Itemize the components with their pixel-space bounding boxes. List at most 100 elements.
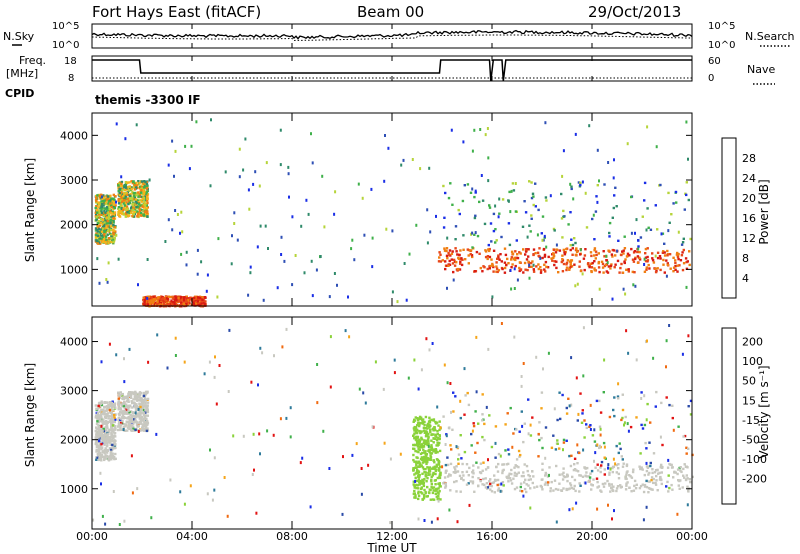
scatter-cell xyxy=(415,483,418,487)
scatter-cell xyxy=(103,420,107,424)
scatter-cell xyxy=(502,468,505,472)
scatter-cell xyxy=(131,491,134,495)
scatter-cell xyxy=(667,229,670,233)
scatter-cell xyxy=(115,122,118,126)
scatter-cell xyxy=(621,393,624,396)
x-tick-label: 16:00 xyxy=(476,530,508,543)
scatter-cell xyxy=(329,335,332,339)
scatter-cell xyxy=(283,259,286,263)
scatter-cell xyxy=(532,475,535,478)
scatter-cell xyxy=(311,294,314,298)
scatter-cell xyxy=(518,269,521,273)
scatter-cell xyxy=(650,476,654,479)
scatter-cell xyxy=(487,458,489,462)
scatter-cell xyxy=(567,223,570,226)
scatter-cell xyxy=(532,203,535,207)
scatter-cell xyxy=(554,251,558,254)
scatter-cell xyxy=(358,387,361,391)
scatter-cell xyxy=(107,403,110,407)
scatter-cell xyxy=(145,406,148,410)
scatter-cell xyxy=(522,248,525,251)
scatter-cell xyxy=(488,247,491,251)
scatter-cell xyxy=(311,161,314,165)
scatter-cell xyxy=(435,421,439,424)
scatter-cell xyxy=(569,484,573,487)
scatter-cell xyxy=(636,261,640,264)
scatter-cell xyxy=(683,463,686,466)
scatter-cell xyxy=(173,302,176,306)
velocity-colorbar-tick: -15 xyxy=(742,414,760,427)
scatter-cell xyxy=(452,410,455,413)
scatter-cell xyxy=(576,470,580,473)
scatter-cell xyxy=(514,182,517,185)
scatter-cell xyxy=(107,436,110,439)
scatter-cell xyxy=(425,480,428,483)
scatter-cell xyxy=(428,348,431,352)
scatter-cell xyxy=(628,254,631,257)
scatter-cell xyxy=(106,401,109,404)
scatter-cell xyxy=(156,333,159,337)
scatter-cell xyxy=(535,485,539,488)
scatter-cell xyxy=(427,432,430,436)
scatter-cell xyxy=(119,202,122,205)
scatter-cell xyxy=(646,466,650,469)
scatter-cell xyxy=(142,192,146,195)
scatter-cell xyxy=(287,172,290,176)
scatter-cell xyxy=(563,253,567,256)
scatter-cell xyxy=(643,263,646,266)
scatter-cell xyxy=(482,265,485,268)
scatter-cell xyxy=(682,435,685,438)
scatter-cell xyxy=(146,414,149,417)
scatter-cell xyxy=(130,211,133,214)
scatter-cell xyxy=(621,250,624,253)
scatter-cell xyxy=(567,397,570,400)
scatter-cell xyxy=(128,181,131,184)
scatter-cell xyxy=(101,436,104,439)
scatter-cell xyxy=(635,218,638,222)
scatter-cell xyxy=(450,258,453,261)
scatter-cell xyxy=(134,403,138,407)
scatter-cell xyxy=(558,473,561,476)
scatter-cell xyxy=(109,216,112,219)
scatter-cell xyxy=(143,427,146,431)
scatter-cell xyxy=(135,423,139,427)
scatter-cell xyxy=(486,257,489,261)
scatter-cell xyxy=(418,465,421,468)
scatter-cell xyxy=(128,421,131,424)
scatter-cell xyxy=(103,201,106,204)
scatter-cell xyxy=(181,230,184,234)
scatter-cell xyxy=(421,472,424,475)
scatter-cell xyxy=(95,433,98,436)
scatter-cell xyxy=(267,247,269,250)
scatter-cell xyxy=(152,298,155,301)
scatter-cell xyxy=(127,412,130,415)
scatter-cell xyxy=(112,240,115,243)
scatter-cell xyxy=(660,471,663,474)
scatter-cell xyxy=(391,229,394,233)
scatter-cell xyxy=(522,271,525,274)
scatter-cell xyxy=(591,261,594,265)
scatter-cell xyxy=(144,210,147,213)
power-y-label: Slant Range [km] xyxy=(23,158,37,262)
scatter-cell xyxy=(121,414,125,417)
scatter-cell xyxy=(511,445,514,449)
scatter-cell xyxy=(514,210,518,213)
scatter-cell xyxy=(110,240,113,244)
scatter-cell xyxy=(99,437,102,440)
nave-label: Nave xyxy=(747,63,775,76)
scatter-cell xyxy=(439,260,442,263)
scatter-cell xyxy=(491,262,494,266)
scatter-cell xyxy=(291,283,294,287)
scatter-cell xyxy=(602,271,605,274)
scatter-cell xyxy=(537,432,540,436)
scatter-cell xyxy=(110,210,114,213)
scatter-cell xyxy=(653,471,657,474)
scatter-cell xyxy=(131,204,135,207)
scatter-cell xyxy=(510,468,513,472)
scatter-cell xyxy=(642,518,645,522)
scatter-cell xyxy=(684,478,688,482)
scatter-cell xyxy=(132,398,135,401)
scatter-cell xyxy=(412,492,416,495)
scatter-cell xyxy=(466,391,469,395)
scatter-cell xyxy=(217,237,220,241)
